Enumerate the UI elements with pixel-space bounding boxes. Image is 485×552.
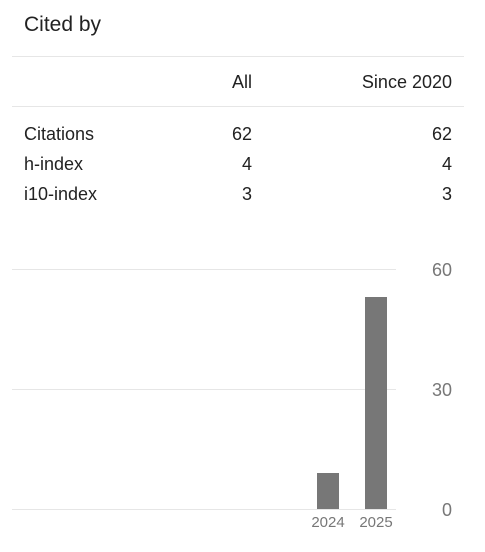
row-label-citations[interactable]: Citations <box>24 124 95 144</box>
i10-index-since-value: 3 <box>441 184 452 204</box>
y-tick-label: 30 <box>432 380 452 400</box>
citations-since-value: 62 <box>431 124 452 144</box>
i10-index-all-value: 3 <box>241 184 252 204</box>
bar-2024[interactable] <box>317 473 339 509</box>
x-tick-label-2024: 2024 <box>311 514 344 531</box>
y-tick-label: 60 <box>432 260 452 280</box>
row-label-i10-index[interactable]: i10-index <box>24 184 98 204</box>
header-since-2020[interactable]: Since 2020 <box>361 72 452 92</box>
bar-2025[interactable] <box>365 297 387 509</box>
divider-top <box>12 56 464 57</box>
h-index-all-value: 4 <box>241 154 252 174</box>
cited-by-title: Cited by <box>24 13 102 36</box>
h-index-since-value: 4 <box>441 154 452 174</box>
divider-header <box>12 106 464 107</box>
y-tick-label: 0 <box>442 500 452 520</box>
header-all[interactable]: All <box>231 72 252 92</box>
citations-all-value: 62 <box>231 124 252 144</box>
row-label-h-index[interactable]: h-index <box>24 154 84 174</box>
x-tick-label-2025: 2025 <box>359 514 392 531</box>
